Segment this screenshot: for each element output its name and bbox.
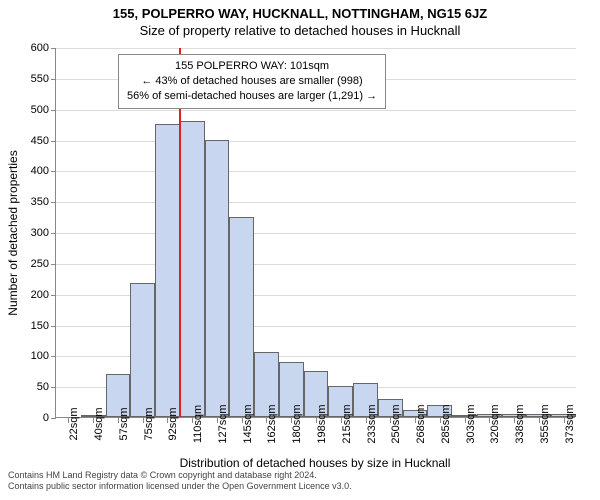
y-tick-mark [51, 295, 56, 296]
y-tick-mark [51, 326, 56, 327]
y-tick-label: 150 [9, 320, 49, 332]
y-tick-mark [51, 233, 56, 234]
x-tick-label: 320sqm [489, 404, 501, 443]
histogram-bar [155, 124, 180, 417]
y-tick-label: 600 [9, 42, 49, 54]
y-tick-label: 300 [9, 227, 49, 239]
y-tick-label: 500 [9, 104, 49, 116]
y-tick-label: 550 [9, 73, 49, 85]
x-tick-label: 198sqm [316, 404, 328, 443]
x-tick-label: 110sqm [192, 405, 204, 443]
x-tick-label: 338sqm [514, 404, 526, 443]
chart-title: 155, POLPERRO WAY, HUCKNALL, NOTTINGHAM,… [0, 0, 600, 21]
gridline [56, 48, 576, 49]
y-tick-label: 250 [9, 258, 49, 270]
x-tick-label: 57sqm [118, 407, 130, 440]
gridline [56, 202, 576, 203]
y-tick-label: 200 [9, 289, 49, 301]
callout-line-2: ← 43% of detached houses are smaller (99… [127, 74, 377, 89]
y-tick-mark [51, 110, 56, 111]
chart-container: 155, POLPERRO WAY, HUCKNALL, NOTTINGHAM,… [0, 0, 600, 500]
x-tick-label: 233sqm [366, 404, 378, 443]
x-tick-label: 127sqm [217, 404, 229, 443]
callout-line-3: 56% of semi-detached houses are larger (… [127, 89, 377, 104]
footer-line-1: Contains HM Land Registry data © Crown c… [8, 470, 352, 481]
x-tick-label: 285sqm [440, 404, 452, 443]
y-tick-label: 50 [9, 381, 49, 393]
x-tick-label: 75sqm [143, 407, 155, 440]
chart-subtitle: Size of property relative to detached ho… [0, 21, 600, 38]
histogram-bar [205, 140, 230, 418]
y-tick-label: 400 [9, 165, 49, 177]
y-tick-mark [51, 387, 56, 388]
y-tick-mark [51, 79, 56, 80]
x-tick-label: 250sqm [390, 404, 402, 443]
x-tick-label: 145sqm [242, 404, 254, 443]
chart-inner: 050100150200250300350400450500550600155 … [55, 48, 575, 418]
histogram-bar [229, 217, 254, 417]
x-tick-label: 180sqm [291, 404, 303, 443]
gridline [56, 141, 576, 142]
y-tick-mark [51, 48, 56, 49]
y-tick-mark [51, 356, 56, 357]
y-tick-mark [51, 264, 56, 265]
y-tick-label: 0 [9, 412, 49, 424]
x-tick-label: 22sqm [68, 407, 80, 440]
y-tick-mark [51, 171, 56, 172]
plot-area: Number of detached properties 0501001502… [55, 48, 575, 418]
histogram-bar [130, 283, 155, 417]
y-tick-label: 450 [9, 135, 49, 147]
x-tick-label: 162sqm [266, 404, 278, 443]
callout-line-1: 155 POLPERRO WAY: 101sqm [127, 59, 377, 74]
footer-attribution: Contains HM Land Registry data © Crown c… [8, 470, 352, 493]
gridline [56, 171, 576, 172]
y-tick-label: 350 [9, 196, 49, 208]
footer-line-2: Contains public sector information licen… [8, 481, 352, 492]
gridline [56, 110, 576, 111]
gridline [56, 233, 576, 234]
x-axis-label: Distribution of detached houses by size … [55, 456, 575, 470]
x-tick-label: 355sqm [539, 404, 551, 443]
histogram-bar [180, 121, 205, 417]
y-tick-mark [51, 202, 56, 203]
x-tick-label: 215sqm [341, 404, 353, 443]
x-tick-label: 40sqm [93, 407, 105, 440]
x-tick-label: 303sqm [465, 404, 477, 443]
x-tick-label: 373sqm [564, 404, 576, 443]
x-tick-label: 268sqm [415, 404, 427, 443]
gridline [56, 264, 576, 265]
x-tick-label: 92sqm [167, 407, 179, 440]
y-tick-label: 100 [9, 350, 49, 362]
y-tick-mark [51, 141, 56, 142]
callout-box: 155 POLPERRO WAY: 101sqm← 43% of detache… [118, 54, 386, 109]
y-tick-mark [51, 418, 56, 419]
